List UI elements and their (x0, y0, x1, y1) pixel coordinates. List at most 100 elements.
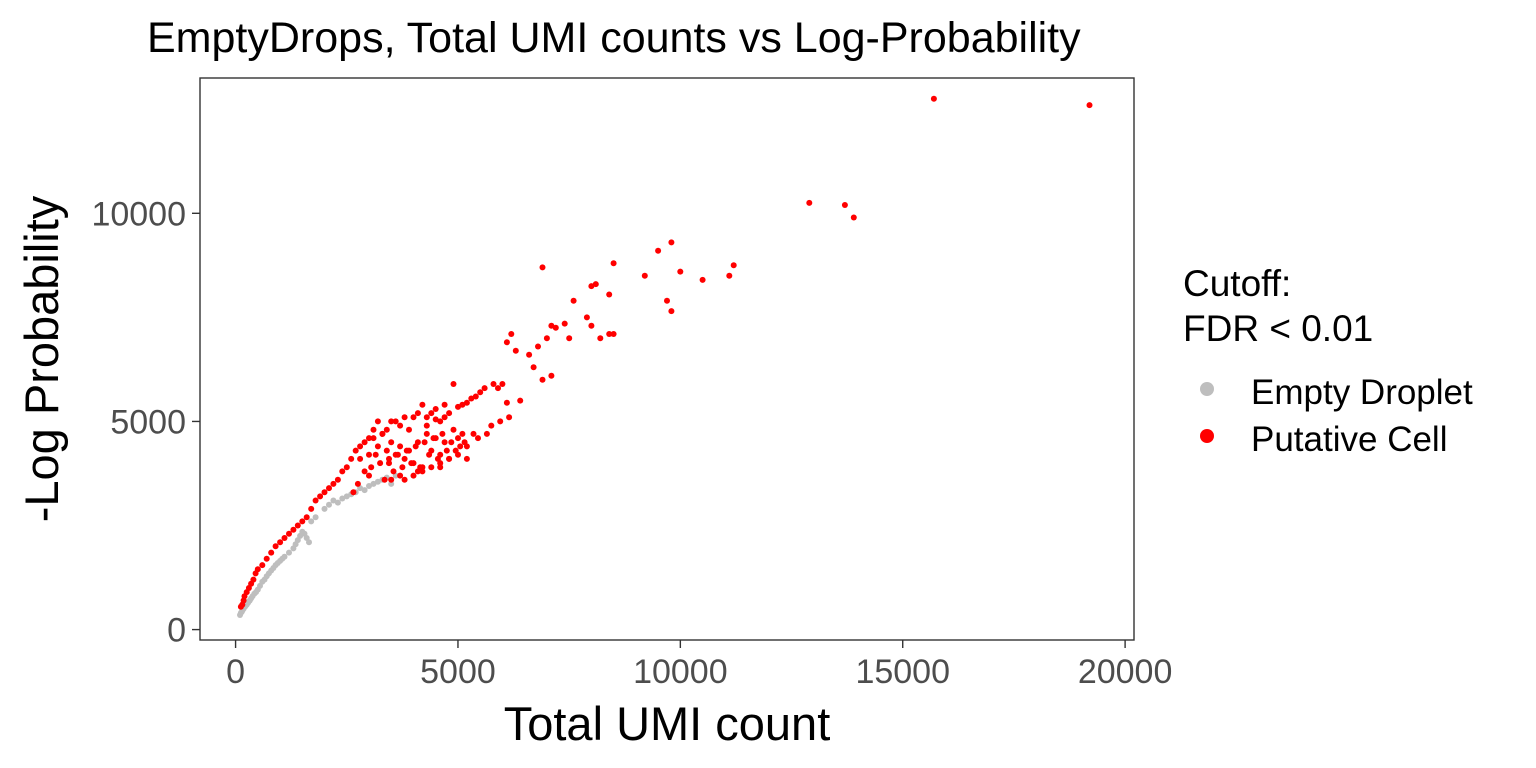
point-putative-cell (392, 418, 399, 425)
point-putative-cell (432, 416, 439, 423)
point-putative-cell (381, 476, 388, 483)
point-putative-cell (588, 322, 595, 329)
point-putative-cell (410, 414, 417, 421)
point-putative-cell (312, 497, 319, 504)
point-putative-cell (423, 422, 430, 429)
point-putative-cell (377, 460, 384, 467)
point-putative-cell (477, 389, 484, 396)
point-putative-cell (463, 443, 470, 450)
point-putative-cell (606, 291, 613, 298)
point-putative-cell (668, 308, 675, 315)
legend-title-line1: Cutoff: (1183, 263, 1291, 304)
point-putative-cell (606, 331, 613, 337)
point-empty-droplet (361, 487, 368, 494)
point-putative-cell (432, 406, 439, 412)
point-putative-cell (806, 199, 813, 206)
legend: Cutoff: FDR < 0.01 Empty Droplet Putativ… (1183, 263, 1473, 459)
point-putative-cell (437, 460, 444, 467)
point-putative-cell (441, 439, 448, 446)
legend-label-empty-droplet: Empty Droplet (1251, 373, 1473, 412)
point-empty-droplet (388, 480, 395, 487)
point-putative-cell (455, 451, 461, 458)
point-empty-droplet (339, 495, 346, 502)
point-putative-cell (457, 443, 464, 450)
point-putative-cell (237, 603, 244, 610)
y-tick-label: 10000 (91, 195, 186, 233)
point-putative-cell (610, 260, 617, 267)
point-putative-cell (512, 347, 519, 354)
point-putative-cell (448, 439, 455, 446)
point-putative-cell (437, 464, 444, 471)
plot-area (199, 77, 1135, 641)
point-putative-cell (463, 455, 470, 462)
point-putative-cell (388, 418, 395, 425)
point-putative-cell (426, 451, 433, 458)
point-putative-cell (664, 297, 670, 304)
point-putative-cell (368, 464, 375, 471)
legend-key-putative-cell (1200, 429, 1214, 443)
point-putative-cell (366, 435, 372, 442)
point-putative-cell (535, 343, 541, 350)
point-putative-cell (388, 476, 395, 483)
point-putative-cell (354, 480, 361, 487)
point-putative-cell (1086, 102, 1093, 109)
y-axis-title: -Log Probability (15, 195, 68, 522)
point-empty-droplet (334, 499, 341, 506)
y-tick-label: 0 (167, 612, 186, 650)
x-tick-label: 10000 (633, 653, 728, 691)
points-layer (237, 95, 1093, 618)
legend-key-empty-droplet (1200, 382, 1214, 396)
point-putative-cell (481, 385, 488, 392)
point-putative-cell (277, 539, 284, 546)
point-putative-cell (508, 331, 515, 337)
point-putative-cell (348, 455, 355, 462)
y-axis: 0 5000 10000 (91, 195, 200, 650)
legend-title-line2: FDR < 0.01 (1183, 308, 1373, 349)
legend-label-putative-cell: Putative Cell (1251, 420, 1447, 459)
point-putative-cell (370, 435, 377, 442)
point-putative-cell (455, 435, 461, 442)
x-tick-label: 0 (226, 653, 245, 691)
point-putative-cell (539, 264, 546, 271)
point-putative-cell (281, 535, 288, 541)
point-empty-droplet (306, 539, 312, 546)
point-putative-cell (361, 439, 368, 446)
point-putative-cell (370, 426, 377, 433)
x-tick-label: 20000 (1078, 653, 1173, 691)
point-putative-cell (517, 397, 524, 404)
point-putative-cell (472, 393, 479, 400)
point-putative-cell (428, 464, 435, 471)
point-putative-cell (352, 447, 359, 454)
point-putative-cell (403, 447, 410, 454)
point-empty-droplet (308, 518, 315, 525)
point-putative-cell (610, 331, 617, 337)
point-putative-cell (668, 239, 675, 246)
point-putative-cell (383, 426, 390, 433)
point-putative-cell (252, 570, 259, 577)
point-putative-cell (450, 426, 457, 433)
point-putative-cell (503, 399, 510, 406)
point-putative-cell (526, 351, 533, 358)
point-putative-cell (470, 430, 477, 437)
x-axis: 0 5000 10000 15000 20000 (226, 640, 1172, 691)
point-putative-cell (475, 435, 481, 442)
point-putative-cell (414, 410, 421, 417)
point-putative-cell (294, 522, 301, 529)
point-putative-cell (408, 460, 415, 467)
point-putative-cell (437, 418, 444, 425)
point-putative-cell (272, 543, 279, 550)
plot-panel-border (199, 77, 1135, 641)
point-putative-cell (303, 514, 310, 521)
point-putative-cell (386, 460, 392, 467)
point-empty-droplet (286, 549, 292, 556)
point-putative-cell (390, 468, 397, 475)
point-putative-cell (841, 202, 848, 208)
point-empty-droplet (326, 501, 332, 508)
point-putative-cell (446, 455, 453, 462)
point-putative-cell (930, 95, 937, 102)
x-axis-title: Total UMI count (504, 697, 831, 750)
point-putative-cell (317, 493, 324, 500)
point-putative-cell (339, 468, 346, 475)
point-putative-cell (290, 526, 297, 533)
point-putative-cell (583, 314, 590, 321)
